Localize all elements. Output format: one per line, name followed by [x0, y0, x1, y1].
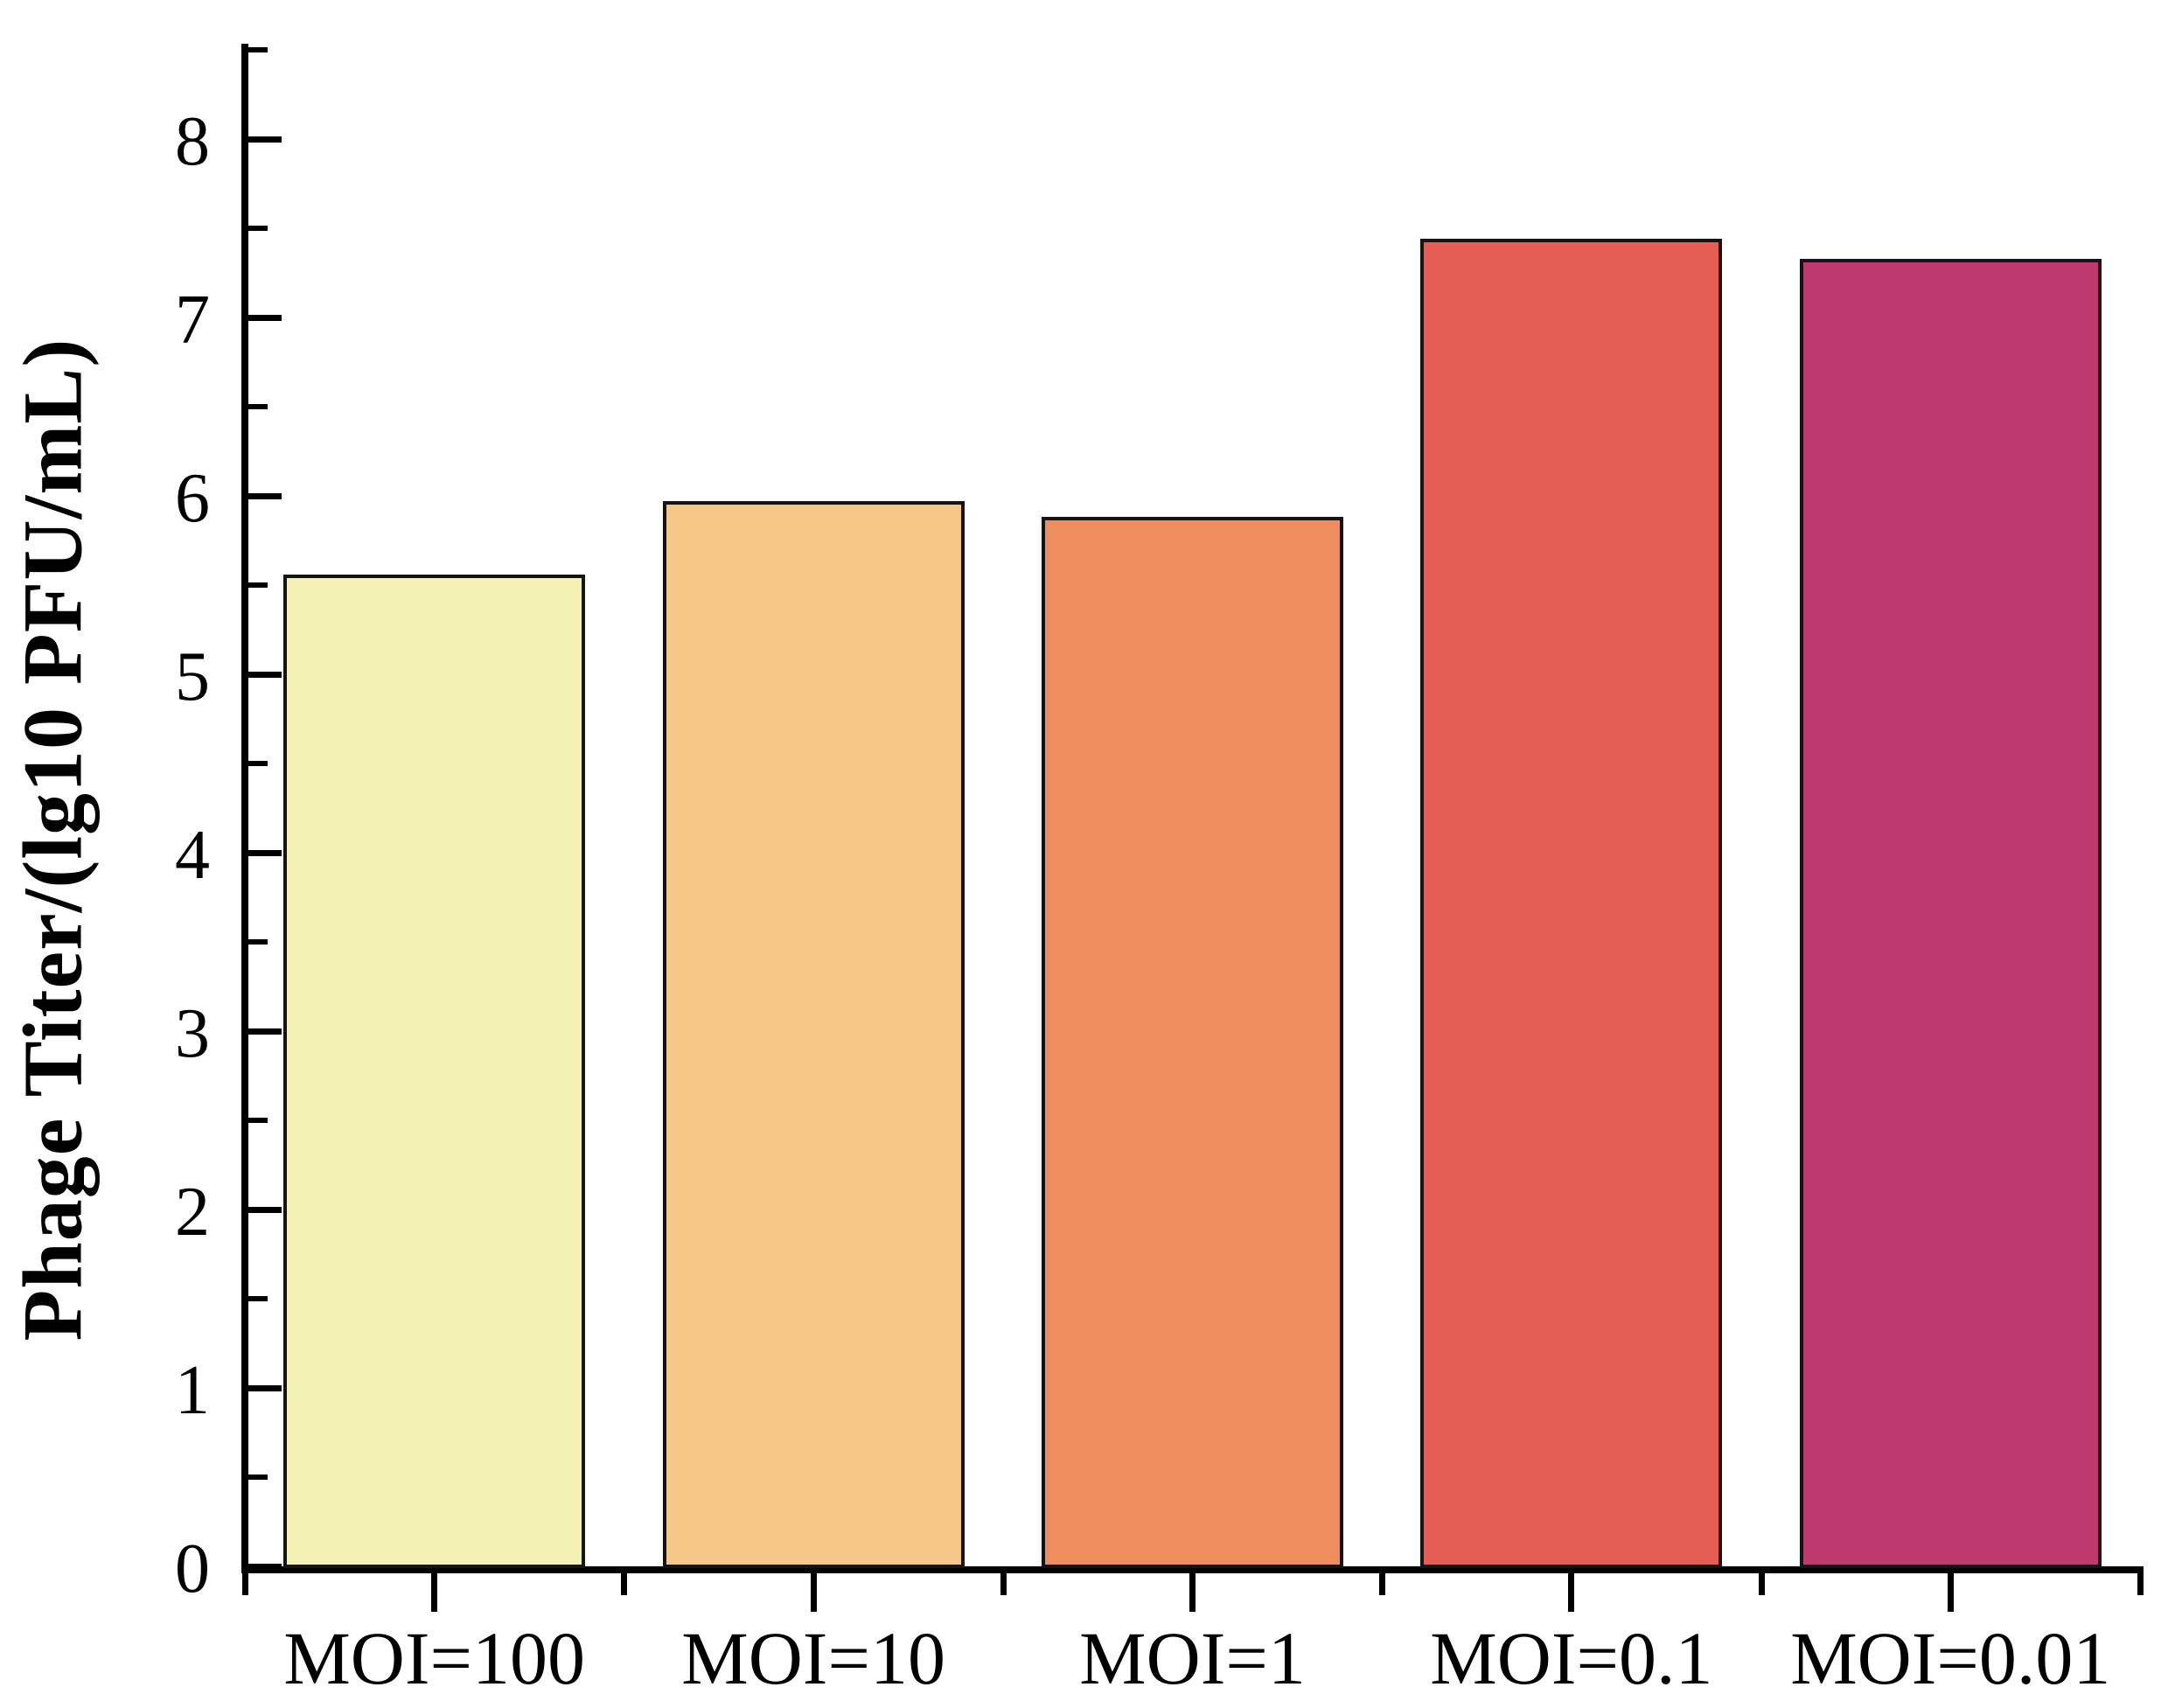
x-tick-label: MOI=0.01 [1790, 1616, 2111, 1700]
y-major-tick [248, 1564, 282, 1570]
y-minor-tick [248, 582, 268, 588]
bar-moi-1 [1042, 517, 1343, 1568]
y-tick-label: 7 [175, 282, 210, 359]
y-major-tick [248, 672, 282, 678]
y-tick-label: 6 [175, 460, 210, 537]
y-minor-tick [248, 1296, 268, 1301]
x-major-tick [1947, 1573, 1954, 1612]
y-minor-tick [248, 939, 268, 945]
x-tick-label: MOI=1 [1079, 1616, 1306, 1700]
y-major-tick [248, 1385, 282, 1391]
x-tick-label: MOI=0.1 [1430, 1616, 1713, 1700]
x-boundary-tick [621, 1573, 628, 1595]
y-tick-label: 2 [175, 1174, 210, 1251]
y-tick-label: 3 [175, 995, 210, 1072]
bar-moi-0.01 [1799, 258, 2102, 1568]
bar-moi-10 [662, 501, 965, 1568]
y-major-tick [248, 493, 282, 499]
x-boundary-tick [1758, 1573, 1765, 1595]
y-tick-label: 1 [175, 1352, 210, 1429]
x-major-tick [1189, 1573, 1196, 1612]
x-tick-label: MOI=100 [283, 1616, 586, 1700]
y-major-tick [248, 315, 282, 321]
y-minor-tick [248, 761, 268, 766]
y-minor-tick [248, 1474, 268, 1480]
y-tick-label: 8 [175, 103, 210, 180]
x-major-tick [810, 1573, 817, 1612]
x-boundary-tick [242, 1573, 248, 1595]
x-boundary-tick [1379, 1573, 1386, 1595]
x-major-tick [1568, 1573, 1575, 1612]
y-major-tick [248, 1207, 282, 1213]
y-major-tick [248, 136, 282, 143]
y-axis-spine [241, 44, 248, 1566]
bar-moi-0.1 [1420, 239, 1723, 1568]
y-major-tick [248, 1028, 282, 1035]
bar-moi-100 [283, 574, 586, 1568]
y-tick-label: 0 [175, 1530, 210, 1607]
y-major-tick [248, 850, 282, 856]
y-tick-label: 4 [175, 817, 210, 894]
x-axis-line [241, 1566, 2144, 1573]
y-minor-tick [248, 404, 268, 409]
y-minor-tick [248, 47, 268, 52]
x-major-tick [431, 1573, 438, 1612]
x-boundary-tick [2137, 1573, 2144, 1595]
y-minor-tick [248, 226, 268, 231]
y-tick-label: 5 [175, 638, 210, 715]
x-boundary-tick [1000, 1573, 1007, 1595]
y-minor-tick [248, 1118, 268, 1123]
x-tick-label: MOI=10 [681, 1616, 945, 1700]
